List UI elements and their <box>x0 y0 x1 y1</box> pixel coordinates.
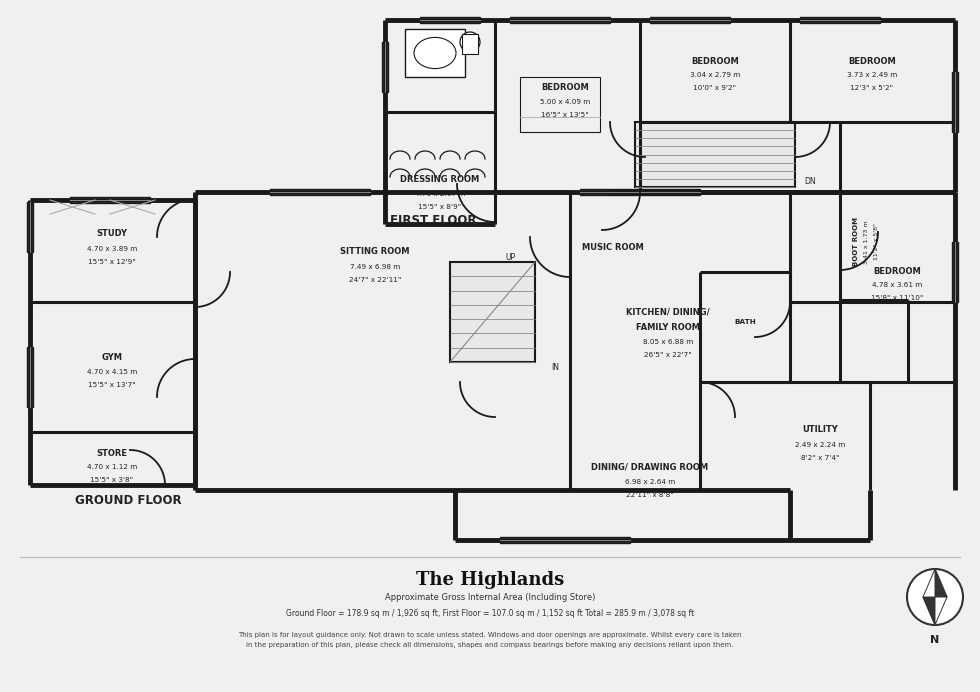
Text: 12'3" x 5'2": 12'3" x 5'2" <box>851 85 894 91</box>
Text: STORE: STORE <box>96 450 127 459</box>
Text: 8.05 x 6.88 m: 8.05 x 6.88 m <box>643 339 693 345</box>
Bar <box>500 537 630 543</box>
Bar <box>270 189 370 195</box>
Text: N: N <box>930 635 940 645</box>
Text: GYM: GYM <box>102 352 122 361</box>
Text: 3.73 x 2.49 m: 3.73 x 2.49 m <box>847 72 897 78</box>
Text: 24'7" x 22'11": 24'7" x 22'11" <box>349 277 401 283</box>
Text: 3.41 x 1.73 m: 3.41 x 1.73 m <box>863 220 868 264</box>
Text: DN: DN <box>805 178 815 187</box>
Text: Approximate Gross Internal Area (Including Store): Approximate Gross Internal Area (Includi… <box>385 594 595 603</box>
Polygon shape <box>923 597 935 625</box>
Bar <box>510 17 610 23</box>
Text: 6.98 x 2.64 m: 6.98 x 2.64 m <box>625 479 675 485</box>
Text: 15'5" x 3'8": 15'5" x 3'8" <box>90 477 133 483</box>
Polygon shape <box>935 569 947 597</box>
Text: 4.70 x 2.67 m: 4.70 x 2.67 m <box>415 191 465 197</box>
Text: 4.78 x 3.61 m: 4.78 x 3.61 m <box>872 282 922 288</box>
Text: BOOT ROOM: BOOT ROOM <box>853 217 859 266</box>
Text: 10'0" x 9'2": 10'0" x 9'2" <box>694 85 737 91</box>
Circle shape <box>907 569 963 625</box>
Text: UTILITY: UTILITY <box>802 426 838 435</box>
Text: GROUND FLOOR: GROUND FLOOR <box>75 493 181 507</box>
Text: SITTING ROOM: SITTING ROOM <box>340 248 410 257</box>
Text: 2.49 x 2.24 m: 2.49 x 2.24 m <box>795 442 845 448</box>
Text: 3.04 x 2.79 m: 3.04 x 2.79 m <box>690 72 740 78</box>
Bar <box>70 197 150 203</box>
Text: BEDROOM: BEDROOM <box>691 57 739 66</box>
Bar <box>580 189 700 195</box>
Text: MUSIC ROOM: MUSIC ROOM <box>582 242 644 251</box>
Text: This plan is for layout guidance only. Not drawn to scale unless stated. Windows: This plan is for layout guidance only. N… <box>238 632 742 648</box>
Text: 15'5" x 8'9": 15'5" x 8'9" <box>418 204 462 210</box>
Text: BATH: BATH <box>734 319 756 325</box>
Text: The Highlands: The Highlands <box>416 571 564 589</box>
Text: 16'5" x 13'5": 16'5" x 13'5" <box>541 112 589 118</box>
Text: 26'5" x 22'7": 26'5" x 22'7" <box>644 352 692 358</box>
Bar <box>27 347 33 407</box>
Text: STUDY: STUDY <box>96 230 127 239</box>
Text: 22'11" x 8'8": 22'11" x 8'8" <box>626 492 674 498</box>
Bar <box>952 72 958 132</box>
Text: 15'5" x 13'7": 15'5" x 13'7" <box>88 382 136 388</box>
Bar <box>952 242 958 302</box>
Ellipse shape <box>414 37 456 69</box>
Text: 15'5" x 12'9": 15'5" x 12'9" <box>88 259 136 265</box>
Bar <box>520 77 600 132</box>
Text: FIRST FLOOR: FIRST FLOOR <box>390 214 476 226</box>
Text: FAMILY ROOM: FAMILY ROOM <box>636 322 700 331</box>
Text: IN: IN <box>551 363 559 372</box>
Text: 8'2" x 7'4": 8'2" x 7'4" <box>801 455 839 461</box>
Bar <box>800 17 880 23</box>
Text: BEDROOM: BEDROOM <box>873 268 921 277</box>
Bar <box>450 262 535 362</box>
Polygon shape <box>935 597 947 625</box>
Text: UP: UP <box>505 253 515 262</box>
Text: KITCHEN/ DINING/: KITCHEN/ DINING/ <box>626 307 710 316</box>
Text: DRESSING ROOM: DRESSING ROOM <box>401 174 479 183</box>
Text: 11'2" x 5'8": 11'2" x 5'8" <box>873 224 878 260</box>
Polygon shape <box>923 569 935 597</box>
Bar <box>635 122 795 187</box>
Bar <box>650 17 730 23</box>
Text: 4.70 x 3.89 m: 4.70 x 3.89 m <box>87 246 137 252</box>
Bar <box>405 29 465 77</box>
Text: 4.70 x 4.15 m: 4.70 x 4.15 m <box>87 369 137 375</box>
Text: DINING/ DRAWING ROOM: DINING/ DRAWING ROOM <box>592 462 709 471</box>
Bar <box>420 17 480 23</box>
Circle shape <box>460 32 480 52</box>
Text: 5.00 x 4.09 m: 5.00 x 4.09 m <box>540 99 590 105</box>
Text: 4.70 x 1.12 m: 4.70 x 1.12 m <box>87 464 137 470</box>
Bar <box>27 202 33 252</box>
Bar <box>462 34 478 54</box>
Text: BEDROOM: BEDROOM <box>541 82 589 91</box>
Text: BEDROOM: BEDROOM <box>848 57 896 66</box>
Text: 15'8" x 11'10": 15'8" x 11'10" <box>871 295 923 301</box>
Bar <box>382 42 388 92</box>
Text: 7.49 x 6.98 m: 7.49 x 6.98 m <box>350 264 400 270</box>
Text: Ground Floor = 178.9 sq m / 1,926 sq ft, First Floor = 107.0 sq m / 1,152 sq ft : Ground Floor = 178.9 sq m / 1,926 sq ft,… <box>286 608 694 617</box>
